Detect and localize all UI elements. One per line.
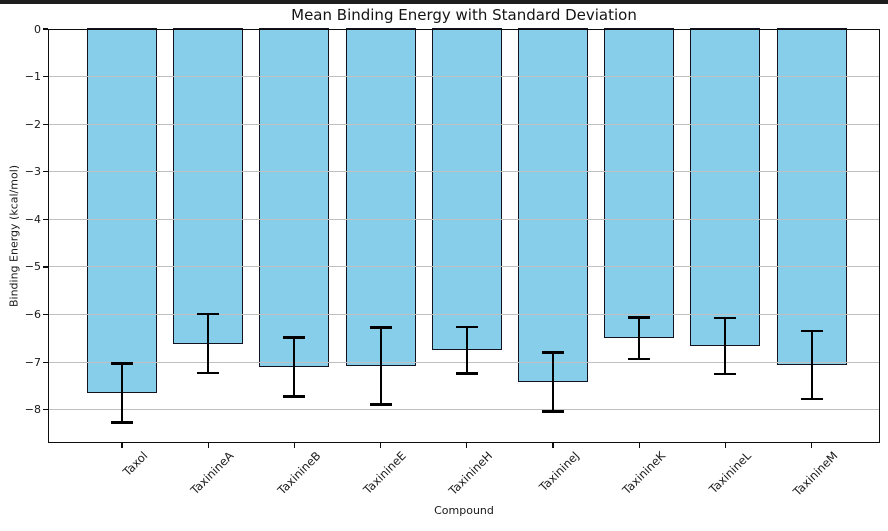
- error-cap-top-TaxinineL: [714, 316, 737, 320]
- error-cap-top-TaxinineJ: [542, 351, 564, 354]
- bar-TaxinineJ: [518, 28, 588, 383]
- y-tick-label: −3: [24, 165, 41, 179]
- gridline-y-1: [48, 76, 880, 78]
- y-tick-mark: [43, 75, 48, 78]
- y-axis-label: Binding Energy (kcal/mol): [7, 164, 21, 308]
- error-cap-bottom-TaxinineJ: [542, 410, 564, 413]
- x-tick-mark: [207, 443, 209, 448]
- y-tick-mark: [43, 361, 48, 363]
- y-tick-label: 0: [34, 22, 41, 36]
- plot-area: [48, 28, 880, 443]
- bar-TaxinineB: [259, 28, 330, 367]
- gridline-y-3: [48, 171, 880, 173]
- error-bar-Taxol: [121, 363, 123, 423]
- error-cap-bottom-TaxinineM: [800, 397, 823, 400]
- gridline-y-7: [48, 361, 880, 363]
- y-tick-mark: [43, 218, 48, 221]
- error-cap-top-TaxinineK: [628, 316, 651, 319]
- x-tick-mark: [638, 443, 640, 448]
- bar-TaxinineH: [431, 28, 502, 351]
- x-tick-mark: [293, 443, 296, 448]
- error-cap-bottom-TaxinineK: [628, 358, 651, 361]
- error-cap-bottom-TaxinineB: [283, 395, 306, 398]
- x-tick-label-TaxinineA: TaxinineA: [187, 448, 237, 498]
- error-bar-TaxinineM: [810, 331, 813, 399]
- x-tick-mark: [121, 443, 123, 448]
- y-tick-mark: [43, 28, 48, 30]
- error-bar-TaxinineA: [207, 314, 210, 374]
- y-tick-label: −6: [24, 308, 41, 322]
- y-tick-label: −4: [24, 212, 41, 226]
- x-tick-mark: [724, 443, 727, 448]
- error-cap-bottom-TaxinineL: [714, 372, 737, 376]
- x-tick-label-TaxinineK: TaxinineK: [619, 448, 668, 498]
- gridline-y-4: [48, 218, 880, 220]
- y-tick-mark: [43, 313, 48, 316]
- x-tick-label-TaxinineB: TaxinineB: [274, 448, 323, 498]
- x-tick-mark: [811, 443, 813, 448]
- error-cap-top-TaxinineA: [197, 312, 220, 316]
- x-tick-label-TaxinineJ: TaxinineJ: [535, 448, 582, 495]
- gridline-y-2: [48, 123, 880, 125]
- error-cap-bottom-TaxinineA: [197, 371, 220, 375]
- x-tick-mark: [466, 443, 468, 448]
- gridline-y-8: [48, 409, 880, 411]
- y-tick-label: −8: [24, 403, 41, 417]
- bar-TaxinineA: [173, 28, 244, 344]
- x-tick-mark: [552, 443, 554, 448]
- y-tick-mark: [43, 409, 48, 411]
- error-bar-TaxinineB: [293, 337, 296, 397]
- error-bar-TaxinineL: [724, 317, 727, 374]
- error-cap-top-TaxinineB: [283, 336, 306, 339]
- bar-TaxinineM: [776, 28, 847, 365]
- error-bar-TaxinineJ: [552, 352, 554, 412]
- x-tick-mark: [380, 443, 382, 448]
- gridline-y-5: [48, 266, 880, 268]
- x-tick-label-TaxinineH: TaxinineH: [446, 448, 496, 498]
- y-tick-mark: [43, 266, 48, 268]
- x-tick-label-TaxinineE: TaxinineE: [360, 448, 410, 497]
- x-tick-label-TaxinineM: TaxinineM: [789, 448, 841, 499]
- error-bar-TaxinineE: [379, 327, 382, 405]
- y-tick-label: −5: [24, 260, 41, 274]
- gridline-y-6: [48, 314, 880, 316]
- error-cap-top-TaxinineE: [369, 326, 392, 329]
- bar-Taxol: [87, 28, 157, 394]
- error-cap-top-Taxol: [111, 362, 133, 365]
- bar-TaxinineK: [604, 28, 675, 339]
- error-cap-top-TaxinineM: [800, 329, 823, 333]
- y-tick-label: −7: [24, 355, 41, 369]
- x-axis-label: Compound: [434, 504, 494, 517]
- error-cap-bottom-Taxol: [111, 421, 133, 424]
- y-tick-label: −2: [24, 117, 41, 131]
- x-tick-label-TaxinineL: TaxinineL: [706, 448, 754, 497]
- error-bar-TaxinineK: [638, 317, 641, 360]
- error-cap-top-TaxinineH: [455, 325, 478, 329]
- error-cap-bottom-TaxinineH: [455, 372, 478, 375]
- window-top-border: [0, 0, 888, 4]
- y-tick-mark: [43, 171, 48, 173]
- error-bar-TaxinineH: [465, 326, 468, 374]
- y-tick-mark: [43, 123, 48, 125]
- y-tick-label: −1: [24, 70, 41, 84]
- bar-TaxinineE: [345, 28, 416, 366]
- chart-title: Mean Binding Energy with Standard Deviat…: [291, 6, 637, 24]
- x-tick-label-Taxol: Taxol: [120, 448, 151, 479]
- error-cap-bottom-TaxinineE: [369, 403, 392, 406]
